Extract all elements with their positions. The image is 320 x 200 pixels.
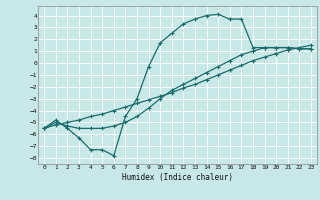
X-axis label: Humidex (Indice chaleur): Humidex (Indice chaleur)	[122, 173, 233, 182]
